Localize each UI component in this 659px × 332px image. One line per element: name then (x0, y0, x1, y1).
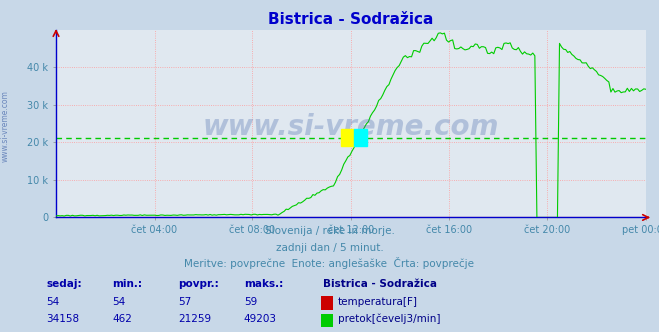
Text: min.:: min.: (112, 279, 142, 289)
Text: 21259: 21259 (178, 314, 211, 324)
Text: 57: 57 (178, 297, 191, 307)
Text: www.si-vreme.com: www.si-vreme.com (203, 114, 499, 141)
Text: 59: 59 (244, 297, 257, 307)
Text: 54: 54 (112, 297, 125, 307)
Text: 54: 54 (46, 297, 59, 307)
Text: 49203: 49203 (244, 314, 277, 324)
Text: www.si-vreme.com: www.si-vreme.com (1, 90, 10, 162)
Text: 34158: 34158 (46, 314, 79, 324)
Text: Slovenija / reke in morje.: Slovenija / reke in morje. (264, 226, 395, 236)
Text: temperatura[F]: temperatura[F] (338, 297, 418, 307)
Text: povpr.:: povpr.: (178, 279, 219, 289)
Title: Bistrica - Sodražica: Bistrica - Sodražica (268, 12, 434, 27)
Text: zadnji dan / 5 minut.: zadnji dan / 5 minut. (275, 243, 384, 253)
Text: sedaj:: sedaj: (46, 279, 82, 289)
Text: 462: 462 (112, 314, 132, 324)
Text: maks.:: maks.: (244, 279, 283, 289)
Bar (354, 129, 367, 146)
Bar (341, 129, 354, 146)
Text: Bistrica - Sodražica: Bistrica - Sodražica (323, 279, 437, 289)
Text: pretok[čevelj3/min]: pretok[čevelj3/min] (338, 313, 441, 324)
Text: Meritve: povprečne  Enote: anglešaške  Črta: povprečje: Meritve: povprečne Enote: anglešaške Črt… (185, 257, 474, 269)
